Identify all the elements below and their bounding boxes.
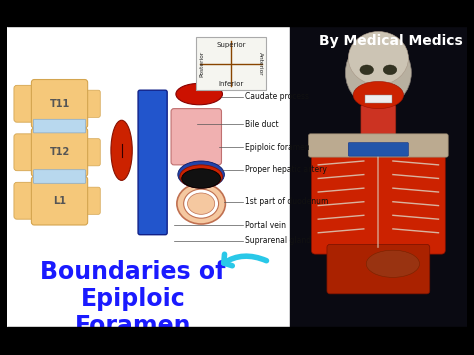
Text: Suprarenal gland: Suprarenal gland (245, 236, 311, 245)
Ellipse shape (360, 65, 374, 75)
Text: T11: T11 (49, 99, 70, 109)
FancyBboxPatch shape (327, 244, 430, 294)
Ellipse shape (383, 65, 397, 75)
Bar (196, 37, 266, 90)
Ellipse shape (111, 120, 132, 180)
Bar (290, 26, 467, 327)
Ellipse shape (180, 165, 222, 188)
Text: Boundaries of
Epiploic
Foramen: Boundaries of Epiploic Foramen (40, 260, 226, 338)
FancyBboxPatch shape (348, 143, 409, 156)
Ellipse shape (353, 81, 403, 109)
Ellipse shape (176, 83, 222, 105)
FancyBboxPatch shape (33, 170, 86, 183)
Text: Epiploic foramen: Epiploic foramen (245, 143, 310, 152)
Text: Caudate process: Caudate process (245, 93, 309, 102)
FancyBboxPatch shape (14, 134, 39, 171)
FancyBboxPatch shape (31, 128, 88, 176)
Text: L1: L1 (53, 196, 66, 206)
FancyBboxPatch shape (311, 149, 445, 254)
FancyBboxPatch shape (171, 109, 221, 165)
Bar (7, 0, 467, 26)
Bar (7, 327, 467, 344)
Text: Posterior: Posterior (199, 50, 204, 77)
Text: Portal vein: Portal vein (245, 220, 286, 229)
FancyBboxPatch shape (309, 134, 448, 157)
Text: Inferior: Inferior (219, 81, 244, 87)
Ellipse shape (177, 183, 225, 224)
Ellipse shape (178, 161, 224, 188)
FancyBboxPatch shape (31, 176, 88, 225)
FancyBboxPatch shape (138, 90, 167, 235)
Text: 1st part of duodenum: 1st part of duodenum (245, 197, 328, 206)
Ellipse shape (346, 38, 411, 108)
Text: Superior: Superior (217, 42, 246, 48)
FancyBboxPatch shape (31, 80, 88, 128)
Text: Proper hepatic artery: Proper hepatic artery (245, 165, 327, 174)
Ellipse shape (182, 169, 220, 188)
Text: By Medical Medics: By Medical Medics (319, 34, 463, 48)
Ellipse shape (188, 193, 215, 214)
FancyBboxPatch shape (83, 90, 100, 118)
Ellipse shape (348, 32, 409, 85)
Text: Bile duct: Bile duct (245, 120, 278, 129)
FancyBboxPatch shape (14, 85, 39, 122)
Bar (365, 95, 392, 103)
Text: T12: T12 (49, 147, 70, 157)
FancyBboxPatch shape (83, 139, 100, 166)
FancyBboxPatch shape (361, 105, 396, 143)
FancyBboxPatch shape (33, 119, 86, 133)
FancyBboxPatch shape (83, 187, 100, 214)
FancyBboxPatch shape (14, 182, 39, 219)
Ellipse shape (183, 189, 219, 218)
Bar (7, 26, 290, 327)
Ellipse shape (366, 250, 419, 277)
Text: Anterior: Anterior (258, 52, 263, 75)
